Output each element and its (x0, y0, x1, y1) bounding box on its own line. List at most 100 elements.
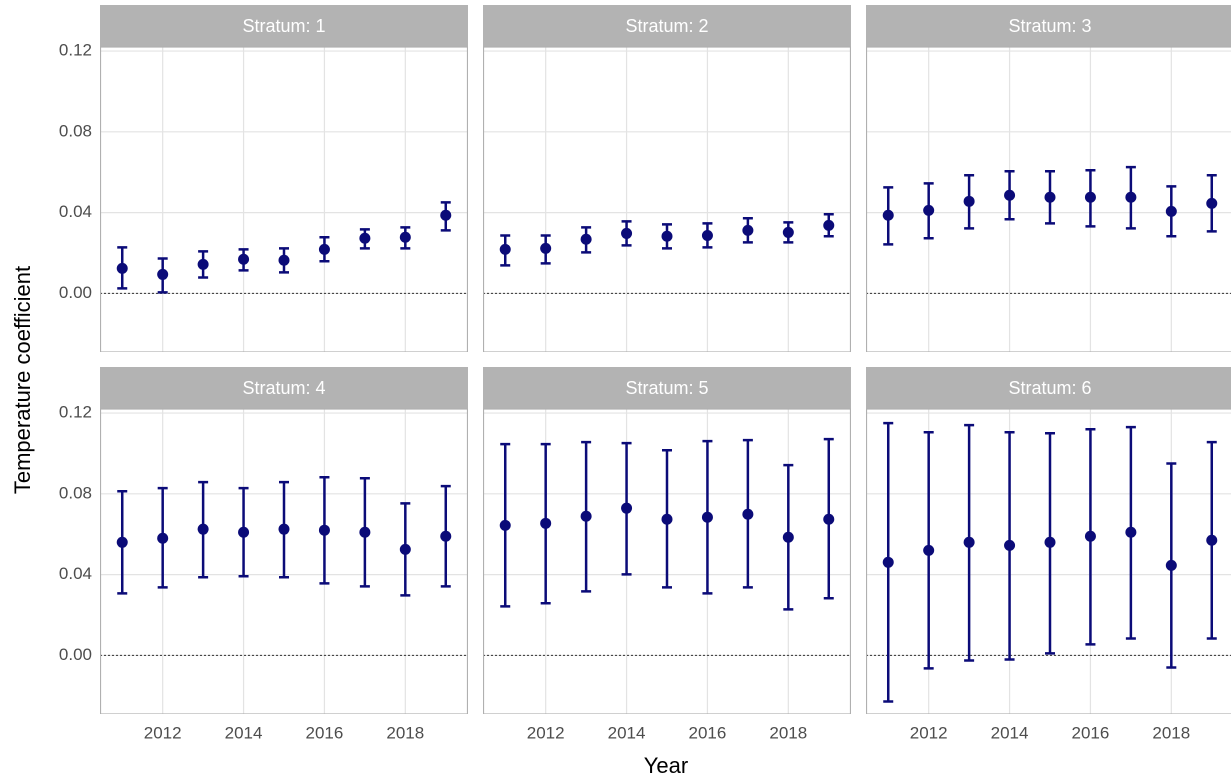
y-tick-label: 0.12 (59, 41, 92, 60)
point (318, 524, 330, 536)
panel: Stratum: 5 (483, 367, 851, 714)
x-tick-label: 2016 (1072, 723, 1110, 742)
panel-border (483, 46, 851, 352)
point (782, 531, 794, 543)
x-tick-label: 2014 (225, 723, 263, 742)
panel: Stratum: 2 (483, 5, 851, 352)
point (540, 242, 552, 254)
point (923, 544, 935, 556)
strip-title: Stratum: 6 (1008, 378, 1091, 398)
point (359, 526, 371, 538)
point (197, 258, 209, 270)
point (1165, 559, 1177, 571)
point (278, 523, 290, 535)
strip (866, 5, 1231, 47)
point (399, 543, 411, 555)
point (621, 502, 633, 514)
point (197, 523, 209, 535)
strip-title: Stratum: 4 (242, 378, 325, 398)
x-tick-label: 2018 (769, 723, 807, 742)
panel-border (483, 408, 851, 714)
point (1125, 526, 1137, 538)
point (540, 517, 552, 529)
point (580, 510, 592, 522)
point (701, 229, 713, 241)
point (499, 519, 511, 531)
point (1004, 539, 1016, 551)
strip-title: Stratum: 1 (242, 16, 325, 36)
y-tick-label: 0.04 (59, 202, 92, 221)
strip (483, 5, 851, 47)
x-tick-label: 2016 (689, 723, 727, 742)
point (580, 233, 592, 245)
point (499, 243, 511, 255)
x-tick-label: 2014 (991, 723, 1029, 742)
point (1004, 189, 1016, 201)
y-axis-title: Temperature coefficient (10, 266, 35, 494)
y-tick-label: 0.08 (59, 483, 92, 502)
point (157, 268, 169, 280)
strip (866, 367, 1231, 409)
point (116, 536, 128, 548)
panel: Stratum: 4 (100, 367, 468, 714)
point (238, 526, 250, 538)
point (116, 262, 128, 274)
point (440, 530, 452, 542)
point (963, 195, 975, 207)
panel-border (100, 46, 468, 352)
point (621, 227, 633, 239)
strip (100, 5, 468, 47)
point (440, 209, 452, 221)
x-tick-label: 2014 (608, 723, 646, 742)
point (399, 231, 411, 243)
y-tick-label: 0.08 (59, 121, 92, 140)
point (1206, 534, 1218, 546)
point (923, 204, 935, 216)
point (823, 219, 835, 231)
point (278, 254, 290, 266)
panel: Stratum: 3 (866, 5, 1231, 352)
strip (483, 367, 851, 409)
point (1044, 536, 1056, 548)
y-tick-label: 0.12 (59, 403, 92, 422)
strip-title: Stratum: 5 (625, 378, 708, 398)
x-tick-label: 2016 (306, 723, 344, 742)
panel-border (866, 408, 1231, 714)
panel: Stratum: 6 (866, 367, 1231, 714)
point (157, 532, 169, 544)
point (742, 224, 754, 236)
point (1084, 191, 1096, 203)
point (742, 508, 754, 520)
strip-title: Stratum: 3 (1008, 16, 1091, 36)
point (318, 243, 330, 255)
point (701, 511, 713, 523)
point (1206, 197, 1218, 209)
panel: Stratum: 1 (100, 5, 468, 352)
x-tick-label: 2012 (910, 723, 948, 742)
point (1125, 191, 1137, 203)
point (661, 230, 673, 242)
y-tick-label: 0.00 (59, 645, 92, 664)
point (1084, 530, 1096, 542)
y-tick-label: 0.04 (59, 564, 92, 583)
panel-border (100, 408, 468, 714)
strip (100, 367, 468, 409)
point (1044, 191, 1056, 203)
point (359, 232, 371, 244)
point (882, 209, 894, 221)
point (823, 513, 835, 525)
point (782, 226, 794, 238)
point (238, 253, 250, 265)
x-tick-label: 2012 (144, 723, 182, 742)
point (661, 513, 673, 525)
x-tick-label: 2018 (1152, 723, 1190, 742)
strip-title: Stratum: 2 (625, 16, 708, 36)
x-tick-label: 2018 (386, 723, 424, 742)
x-tick-label: 2012 (527, 723, 565, 742)
x-axis-title: Year (644, 753, 688, 778)
y-tick-label: 0.00 (59, 283, 92, 302)
panel-border (866, 46, 1231, 352)
point (882, 556, 894, 568)
point (1165, 205, 1177, 217)
